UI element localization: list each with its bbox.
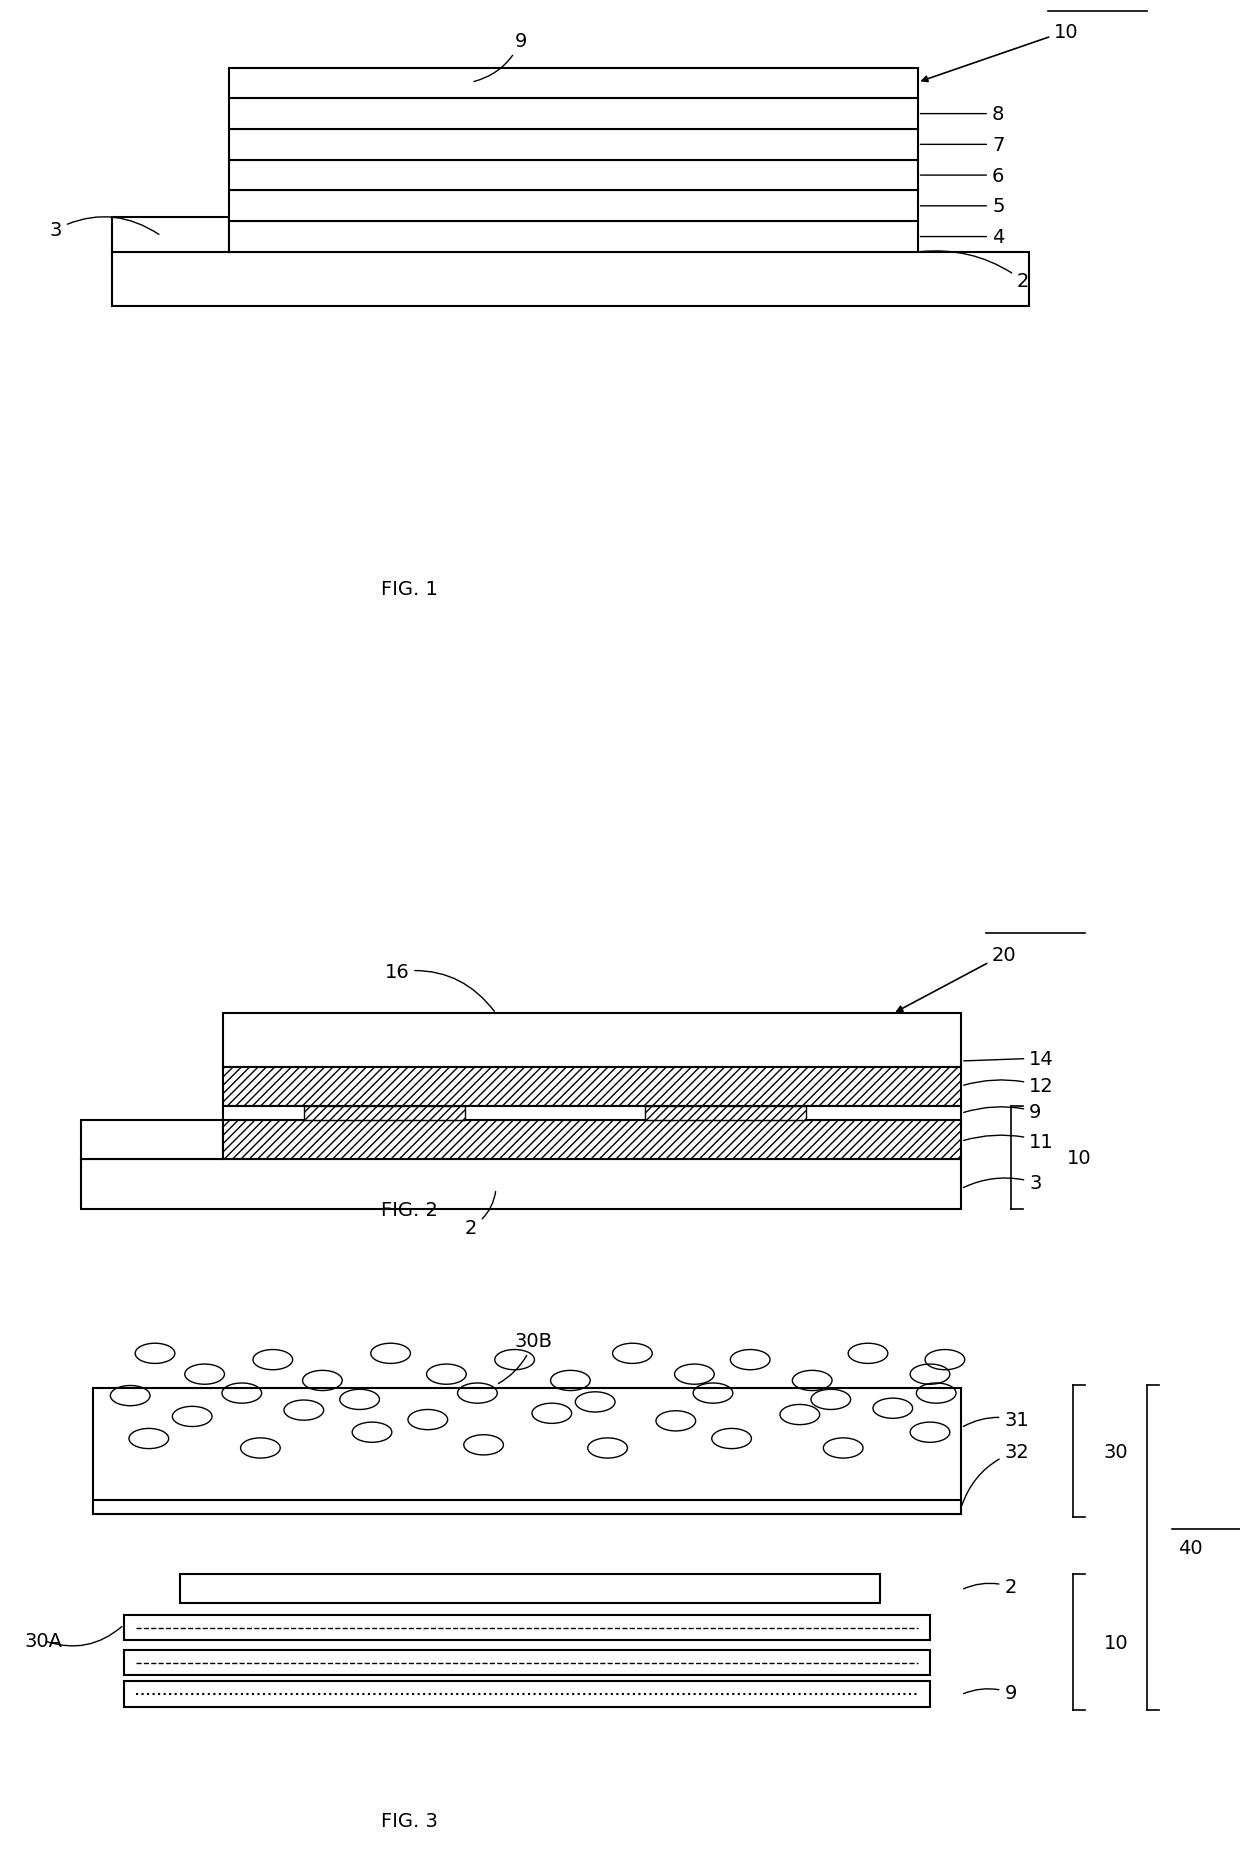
Text: FIG. 3: FIG. 3	[381, 1810, 438, 1829]
Text: 3: 3	[963, 1174, 1042, 1193]
Text: 30A: 30A	[25, 1631, 62, 1651]
Text: 20: 20	[897, 944, 1017, 1011]
Text: 2: 2	[465, 1191, 496, 1237]
Text: 10: 10	[1104, 1632, 1128, 1653]
Bar	[124, 1681, 930, 1707]
Bar	[81, 1159, 961, 1209]
Bar	[223, 1015, 961, 1067]
Text: 11: 11	[963, 1132, 1054, 1152]
Text: 8: 8	[920, 106, 1004, 124]
Bar	[229, 161, 918, 191]
Bar	[93, 1501, 961, 1514]
Bar	[112, 217, 229, 252]
Text: 9: 9	[963, 1684, 1017, 1703]
Bar	[229, 130, 918, 161]
Text: 14: 14	[963, 1048, 1054, 1068]
Text: 3: 3	[50, 217, 159, 239]
Bar	[81, 1120, 223, 1159]
Text: 5: 5	[920, 197, 1004, 217]
Text: 32: 32	[962, 1441, 1029, 1506]
Text: 2: 2	[963, 1577, 1017, 1597]
Bar	[112, 252, 1029, 308]
Text: 9: 9	[474, 32, 527, 82]
Bar	[180, 1575, 880, 1603]
Bar	[223, 1120, 961, 1159]
Bar	[124, 1616, 930, 1640]
Text: 30: 30	[1104, 1441, 1128, 1462]
Bar	[93, 1388, 961, 1514]
Text: 31: 31	[963, 1410, 1029, 1430]
Bar	[124, 1651, 930, 1675]
Text: 9: 9	[963, 1102, 1042, 1122]
Text: 7: 7	[920, 135, 1004, 154]
Bar	[645, 1106, 806, 1120]
Text: 2: 2	[920, 252, 1029, 291]
Bar	[229, 191, 918, 223]
Bar	[229, 98, 918, 130]
Bar	[229, 223, 918, 252]
Bar	[223, 1067, 961, 1106]
Text: FIG. 2: FIG. 2	[381, 1200, 438, 1219]
Text: 4: 4	[920, 228, 1004, 247]
Bar	[223, 1106, 961, 1120]
Text: 10: 10	[1066, 1148, 1091, 1167]
Text: 12: 12	[963, 1078, 1054, 1096]
Text: 10: 10	[923, 22, 1079, 82]
Text: 30B: 30B	[498, 1332, 552, 1384]
Text: 16: 16	[384, 963, 495, 1011]
Bar	[304, 1106, 465, 1120]
Text: FIG. 1: FIG. 1	[381, 579, 438, 599]
Bar	[229, 69, 918, 98]
Text: 40: 40	[1178, 1538, 1203, 1556]
Text: 6: 6	[920, 167, 1004, 186]
